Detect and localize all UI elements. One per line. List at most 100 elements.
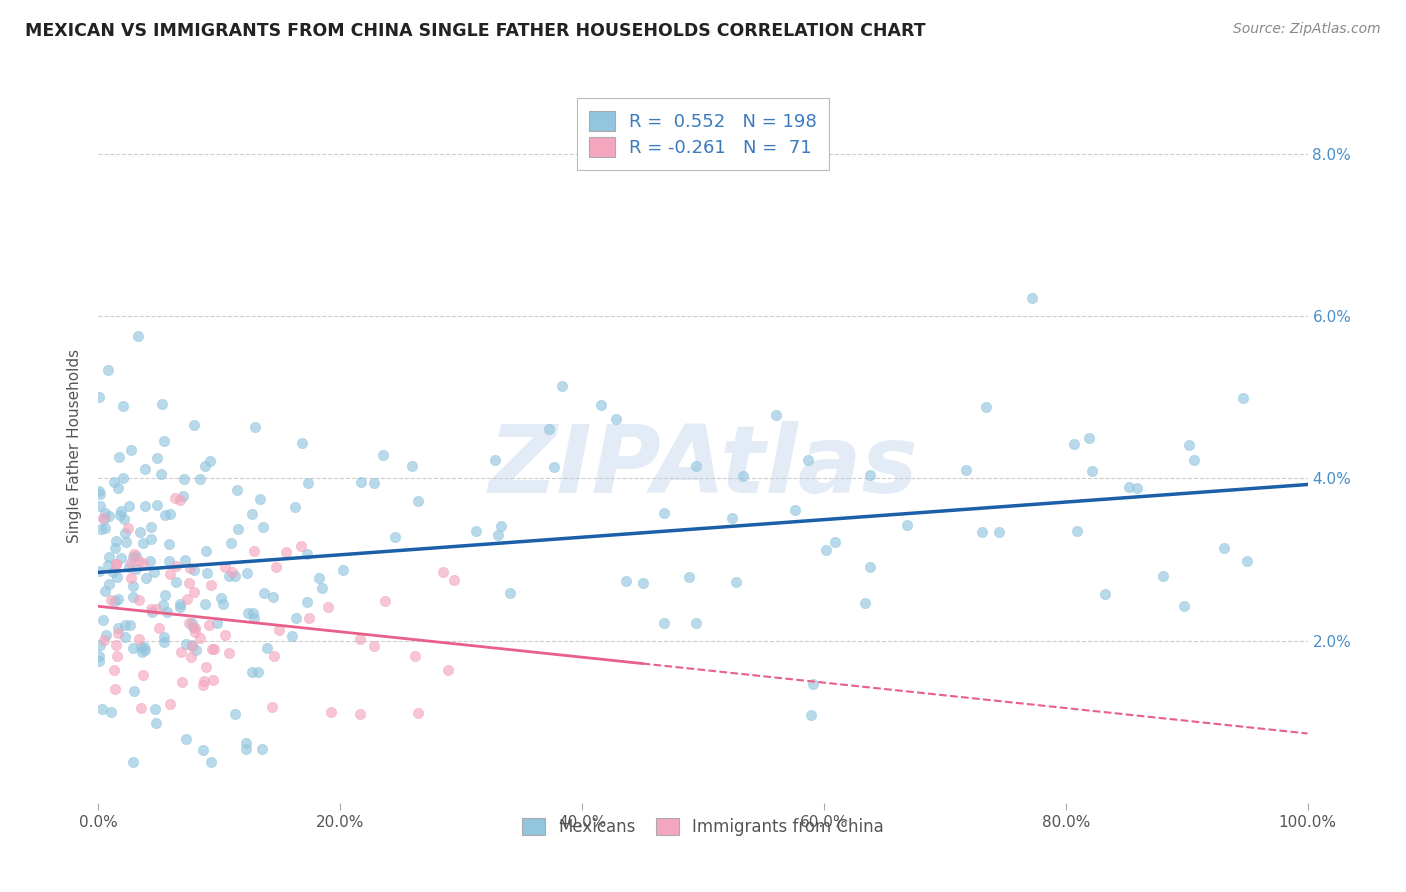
Point bbox=[1066, 524, 1088, 538]
Point bbox=[243, 420, 266, 434]
Point bbox=[89, 500, 111, 514]
Point bbox=[98, 576, 121, 591]
Point bbox=[114, 630, 136, 644]
Point bbox=[212, 598, 235, 612]
Point bbox=[132, 556, 155, 570]
Point bbox=[814, 543, 837, 558]
Point bbox=[145, 498, 167, 512]
Point bbox=[110, 550, 132, 565]
Point bbox=[484, 452, 506, 467]
Point bbox=[801, 677, 824, 691]
Point bbox=[93, 511, 115, 525]
Point bbox=[371, 448, 394, 462]
Point bbox=[114, 618, 136, 632]
Point bbox=[224, 707, 246, 722]
Point bbox=[87, 654, 110, 668]
Point bbox=[173, 553, 195, 567]
Point bbox=[128, 592, 150, 607]
Point bbox=[1080, 464, 1102, 478]
Point bbox=[1152, 569, 1174, 583]
Point bbox=[135, 571, 157, 585]
Point bbox=[432, 565, 454, 579]
Point bbox=[120, 618, 142, 632]
Point bbox=[214, 559, 236, 574]
Point bbox=[201, 642, 224, 657]
Point bbox=[100, 705, 122, 719]
Point bbox=[263, 648, 285, 663]
Point bbox=[98, 550, 121, 565]
Point bbox=[253, 586, 276, 600]
Point bbox=[152, 598, 174, 612]
Point bbox=[174, 732, 197, 747]
Point bbox=[318, 599, 340, 614]
Point bbox=[183, 417, 205, 432]
Point bbox=[285, 611, 308, 625]
Point bbox=[226, 522, 249, 536]
Text: Source: ZipAtlas.com: Source: ZipAtlas.com bbox=[1233, 22, 1381, 37]
Point bbox=[1094, 587, 1116, 601]
Point bbox=[408, 493, 430, 508]
Point bbox=[170, 645, 193, 659]
Point bbox=[824, 535, 846, 549]
Point bbox=[139, 554, 162, 568]
Point bbox=[104, 681, 127, 696]
Point bbox=[90, 522, 112, 536]
Point bbox=[107, 592, 129, 607]
Point bbox=[236, 566, 259, 580]
Point bbox=[97, 363, 120, 377]
Point bbox=[169, 492, 191, 507]
Point bbox=[1232, 391, 1254, 405]
Point bbox=[350, 475, 373, 490]
Point bbox=[115, 534, 138, 549]
Point bbox=[105, 558, 128, 572]
Point bbox=[242, 606, 264, 620]
Point bbox=[172, 489, 194, 503]
Point bbox=[240, 665, 263, 679]
Point bbox=[260, 700, 283, 714]
Point bbox=[143, 702, 166, 716]
Point bbox=[188, 472, 211, 486]
Point bbox=[87, 564, 110, 578]
Point bbox=[859, 468, 882, 483]
Point bbox=[783, 503, 806, 517]
Point bbox=[235, 742, 257, 756]
Point bbox=[685, 615, 707, 630]
Point bbox=[132, 535, 155, 549]
Point bbox=[1236, 554, 1258, 568]
Point bbox=[94, 521, 117, 535]
Point bbox=[384, 530, 406, 544]
Point bbox=[91, 613, 114, 627]
Point bbox=[181, 616, 204, 631]
Point bbox=[153, 508, 176, 522]
Point bbox=[188, 632, 211, 646]
Point bbox=[122, 684, 145, 698]
Point bbox=[404, 648, 426, 663]
Point bbox=[443, 573, 465, 587]
Point bbox=[205, 616, 228, 631]
Point bbox=[153, 630, 176, 644]
Point bbox=[177, 576, 200, 591]
Point bbox=[725, 575, 748, 590]
Point bbox=[974, 400, 997, 414]
Point bbox=[127, 328, 149, 343]
Point bbox=[537, 422, 560, 436]
Point bbox=[176, 591, 198, 606]
Point bbox=[139, 532, 162, 546]
Point bbox=[374, 594, 396, 608]
Point bbox=[269, 624, 291, 638]
Point bbox=[150, 397, 173, 411]
Point bbox=[157, 554, 180, 568]
Point bbox=[89, 487, 111, 501]
Point bbox=[218, 646, 240, 660]
Point bbox=[589, 398, 612, 412]
Point bbox=[198, 617, 221, 632]
Point bbox=[122, 550, 145, 565]
Point bbox=[100, 593, 122, 607]
Point bbox=[174, 637, 197, 651]
Point bbox=[262, 590, 284, 604]
Point bbox=[107, 621, 129, 635]
Point bbox=[110, 504, 132, 518]
Point bbox=[200, 578, 222, 592]
Point bbox=[652, 615, 675, 630]
Point bbox=[859, 559, 882, 574]
